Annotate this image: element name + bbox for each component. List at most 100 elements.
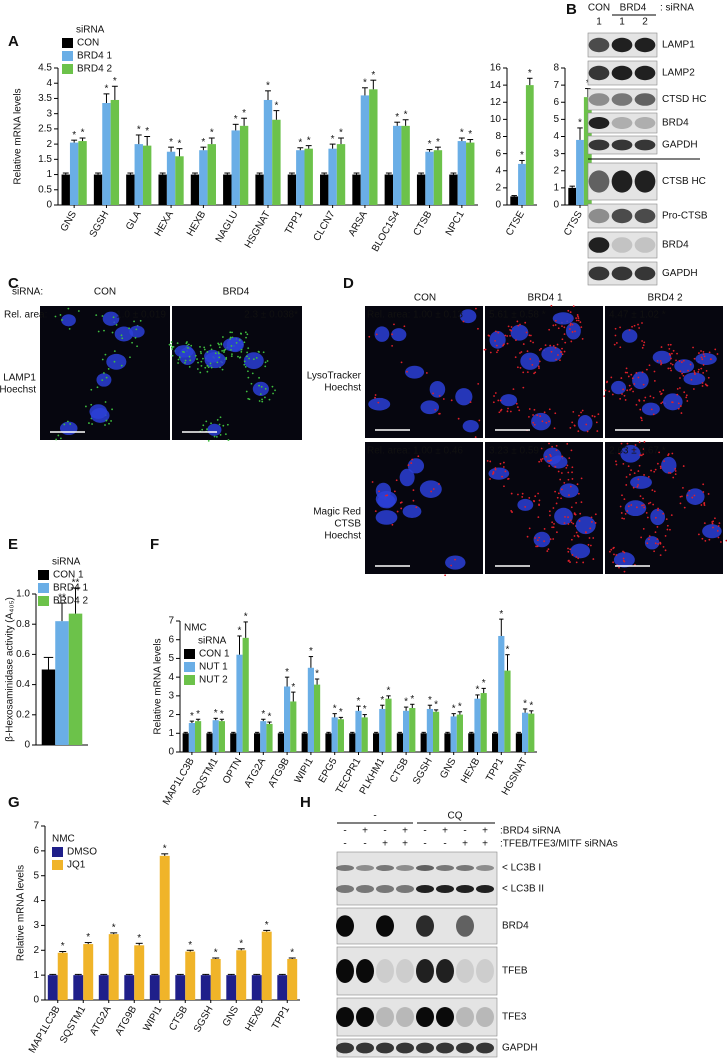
significance: *	[201, 137, 205, 148]
signal	[240, 348, 243, 351]
signal	[108, 422, 110, 425]
bar	[525, 85, 534, 205]
bar	[255, 174, 264, 205]
y-tick-label: 1.0	[16, 589, 30, 600]
signal	[554, 412, 557, 415]
signal	[550, 350, 553, 353]
y-tick-label: 6	[553, 97, 559, 108]
signal	[522, 343, 525, 345]
signal	[264, 387, 267, 390]
legend-swatch	[52, 860, 63, 870]
bar	[199, 150, 208, 205]
nucleus	[399, 468, 415, 487]
signal	[689, 363, 692, 366]
nucleus	[405, 365, 425, 379]
legend-label: BRD4 1	[53, 583, 88, 594]
signal	[524, 506, 527, 508]
signal	[497, 331, 500, 334]
nucleus	[252, 381, 269, 396]
signal	[704, 383, 707, 386]
signal	[121, 337, 124, 340]
bar	[384, 174, 394, 205]
signal	[656, 538, 659, 541]
significance: *	[428, 139, 432, 150]
signal	[246, 355, 248, 358]
signal	[630, 373, 633, 376]
condition-mark: -	[423, 839, 426, 850]
y-tick-label: 6	[33, 845, 39, 856]
signal	[546, 550, 549, 552]
signal	[630, 469, 632, 472]
legend-label: BRD4 1	[77, 51, 112, 62]
blot-label: BRD4	[502, 921, 529, 932]
signal	[534, 371, 537, 374]
signal	[651, 489, 654, 492]
signal	[568, 328, 571, 330]
blot-band	[436, 1042, 454, 1054]
signal	[551, 521, 554, 524]
bar	[277, 733, 285, 752]
signal	[682, 465, 685, 467]
panel-letter: F	[150, 536, 159, 553]
signal	[548, 420, 550, 423]
nucleus	[90, 408, 110, 423]
signal	[578, 414, 580, 417]
signal	[567, 471, 570, 474]
signal	[639, 454, 642, 457]
bar	[409, 708, 416, 752]
signal	[700, 350, 702, 352]
legend-swatch	[184, 675, 195, 685]
signal	[545, 421, 548, 424]
signal	[571, 554, 574, 556]
nucleus	[531, 412, 551, 431]
signal	[101, 315, 104, 317]
signal	[560, 497, 562, 500]
signal	[640, 417, 643, 420]
blot-band	[456, 885, 474, 893]
signal	[222, 424, 225, 427]
signal	[506, 335, 509, 337]
signal	[499, 462, 502, 465]
y-tick-label: 0.5	[38, 184, 52, 195]
signal	[391, 344, 394, 347]
x-tick-label: GNS	[59, 209, 80, 234]
signal	[615, 342, 618, 344]
signal	[549, 455, 552, 458]
y-tick-label: 4	[553, 131, 559, 142]
x-tick-label: SGSH	[411, 756, 435, 786]
condition-mark: +	[482, 826, 488, 837]
signal	[103, 372, 105, 374]
signal	[570, 506, 573, 509]
signal	[69, 423, 72, 425]
signal	[224, 348, 227, 351]
signal	[218, 423, 221, 426]
signal	[495, 344, 498, 347]
signal	[271, 385, 274, 388]
signal	[391, 333, 393, 336]
signal	[497, 399, 500, 402]
blot-band	[476, 1042, 494, 1054]
signal	[621, 517, 624, 520]
signal	[614, 334, 617, 337]
signal	[514, 356, 517, 359]
signal	[515, 339, 517, 342]
signal	[206, 351, 209, 353]
signal	[393, 323, 395, 326]
signal	[507, 477, 510, 480]
signal	[580, 477, 583, 480]
blot-band	[456, 1042, 474, 1054]
signal	[202, 357, 204, 360]
bar	[518, 163, 526, 205]
group-label: CQ	[448, 811, 463, 822]
signal	[548, 465, 551, 467]
legend-header: NMC	[52, 834, 75, 845]
signal	[595, 421, 598, 424]
legend-swatch	[62, 38, 73, 48]
signal	[90, 403, 93, 406]
signal	[567, 547, 569, 550]
signal	[642, 527, 645, 530]
bar	[568, 187, 577, 205]
signal	[639, 408, 642, 411]
signal	[551, 526, 554, 529]
rel-area-label: Rel. area:	[367, 310, 410, 321]
